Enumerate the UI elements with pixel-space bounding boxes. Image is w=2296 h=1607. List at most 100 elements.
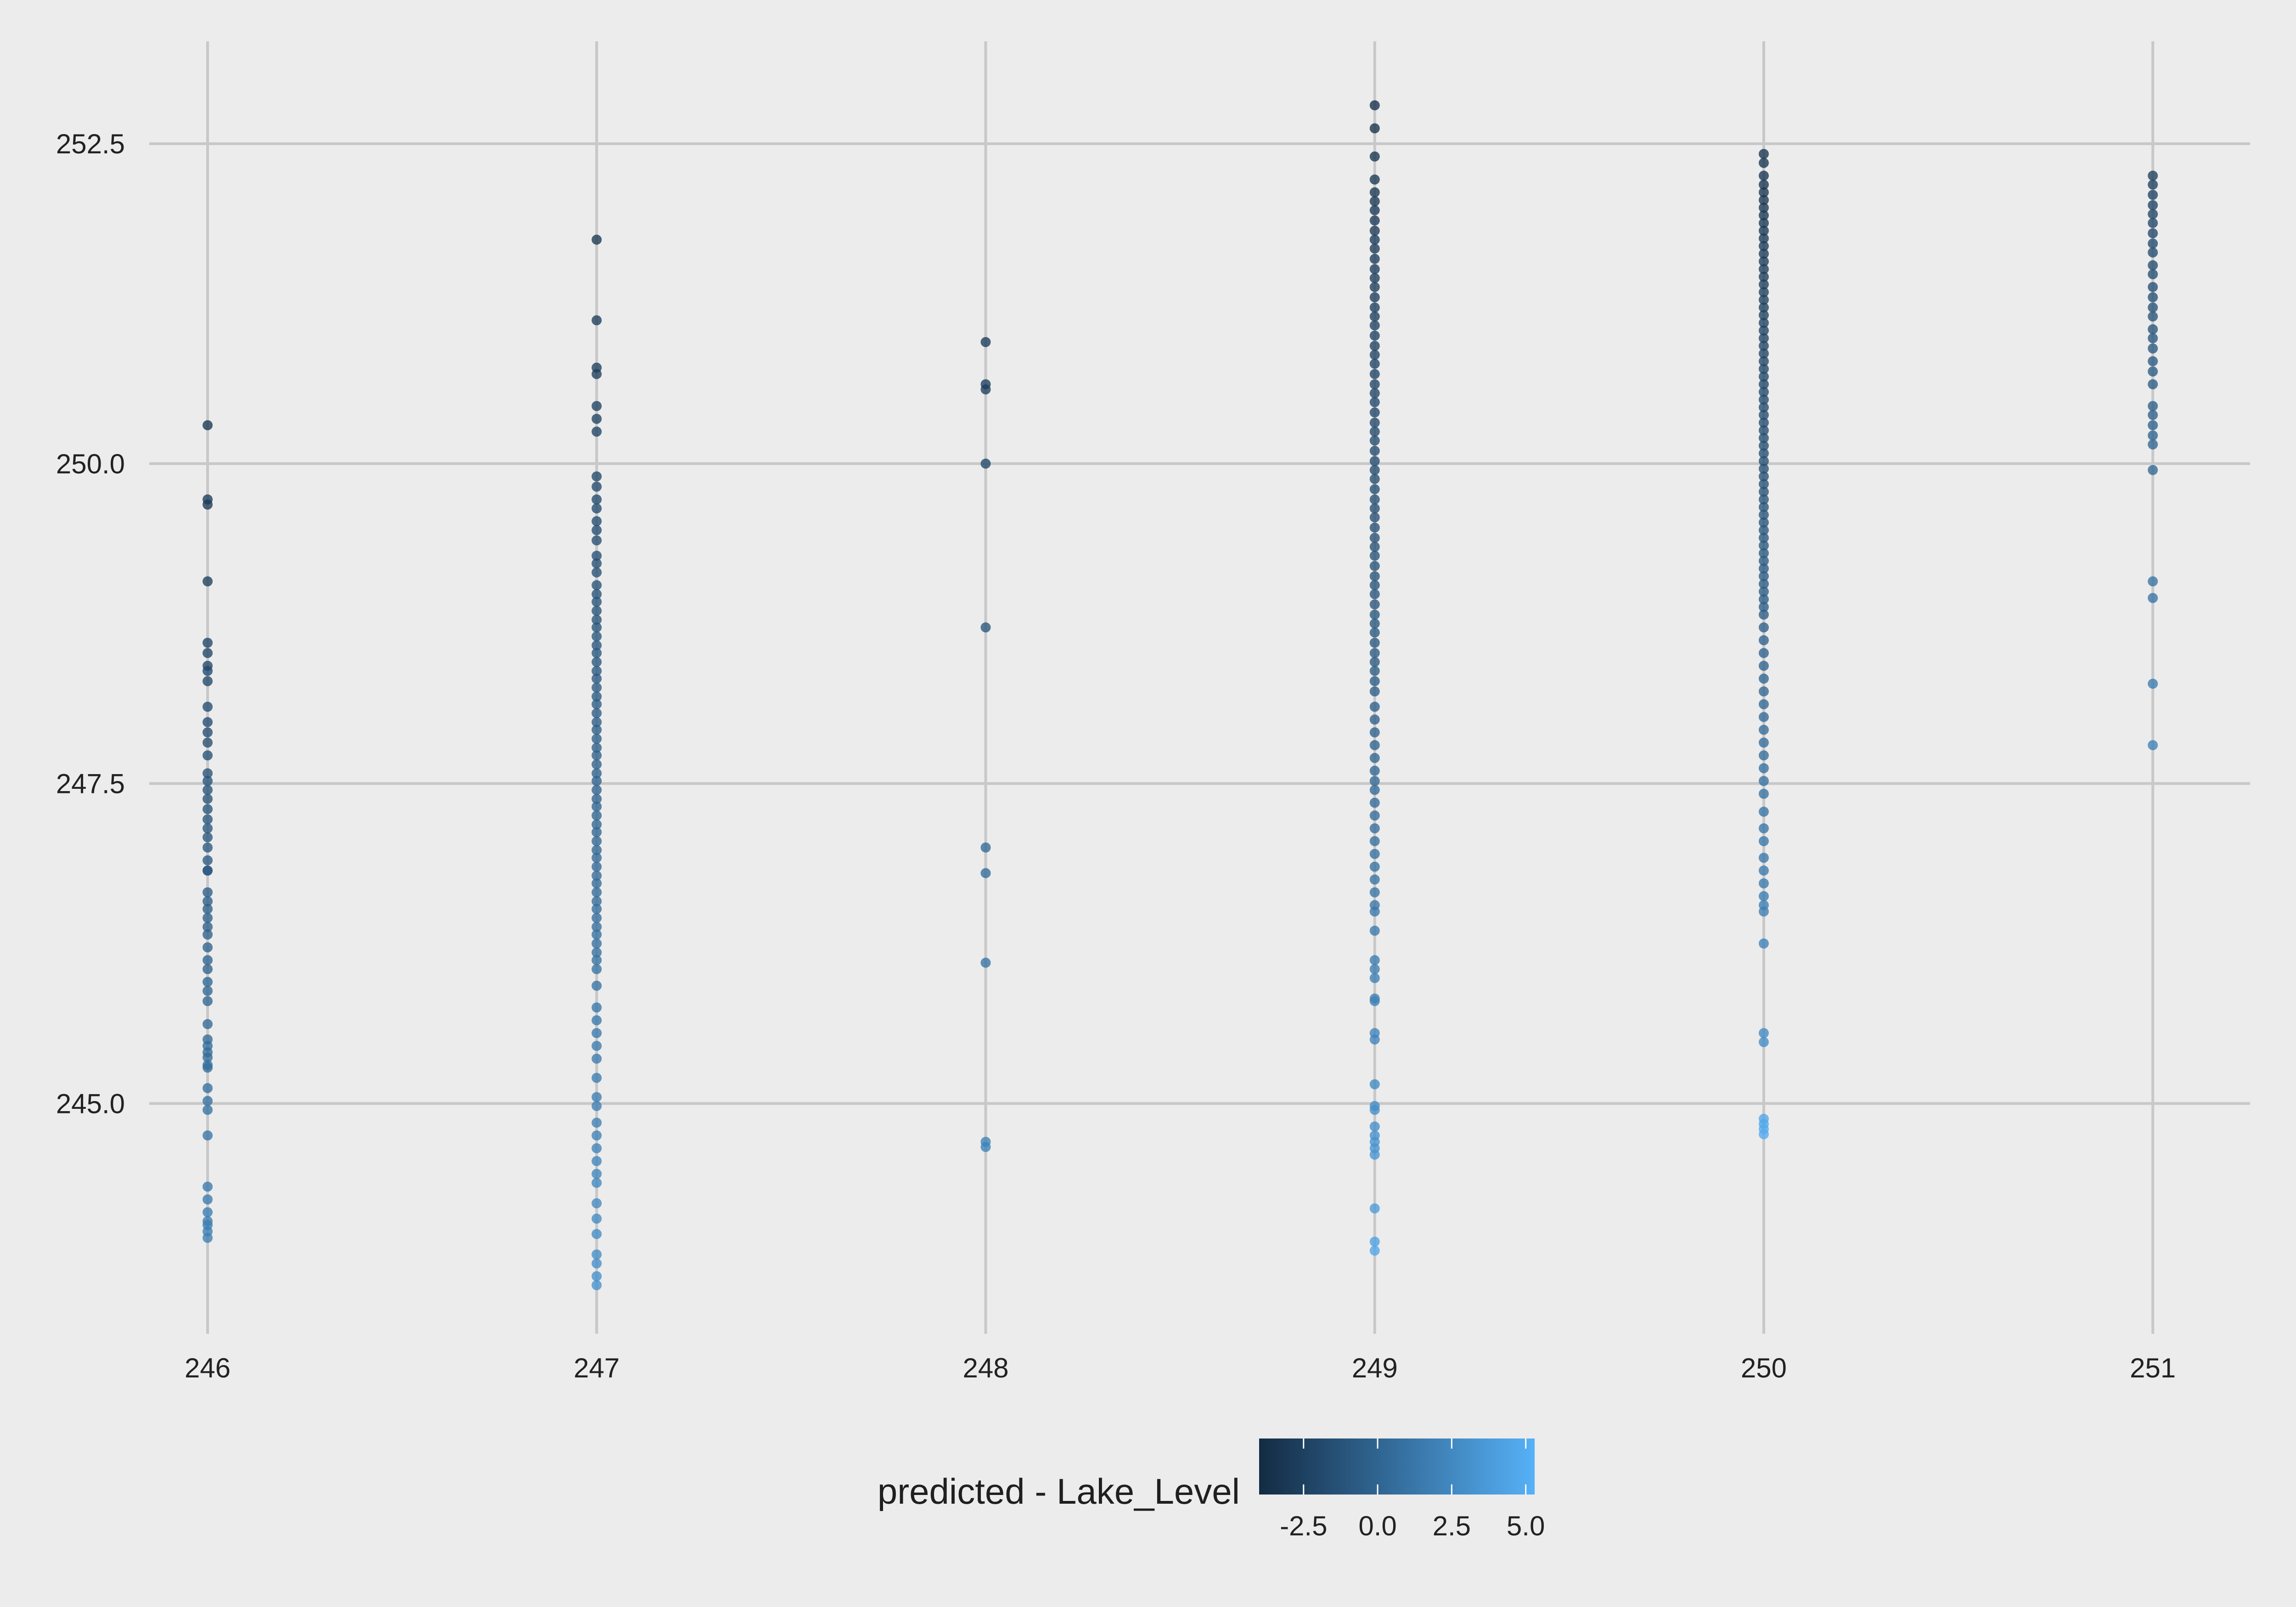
data-point bbox=[1369, 753, 1380, 763]
data-point bbox=[203, 1096, 213, 1106]
data-point bbox=[591, 1040, 602, 1051]
data-point bbox=[1369, 599, 1380, 610]
data-point bbox=[1758, 878, 1769, 888]
data-point bbox=[591, 733, 602, 744]
data-point bbox=[203, 666, 213, 676]
x-tick-label: 250 bbox=[1741, 1353, 1787, 1383]
data-point bbox=[1758, 533, 1769, 543]
data-point bbox=[591, 682, 602, 693]
data-point bbox=[2148, 209, 2158, 219]
data-point bbox=[1758, 548, 1769, 558]
data-point bbox=[1369, 187, 1380, 197]
data-point bbox=[1369, 465, 1380, 475]
data-point bbox=[1758, 210, 1769, 221]
data-point bbox=[1369, 571, 1380, 582]
data-point bbox=[1758, 333, 1769, 343]
data-point bbox=[1758, 494, 1769, 505]
data-point bbox=[1758, 594, 1769, 605]
data-point bbox=[1369, 388, 1380, 399]
data-point bbox=[2148, 292, 2158, 303]
data-point bbox=[203, 785, 213, 795]
data-point bbox=[1758, 487, 1769, 497]
data-point bbox=[1369, 320, 1380, 331]
data-point bbox=[2148, 679, 2158, 689]
legend-ticks: -2.5 0.0 2.5 5.0 bbox=[1280, 1438, 1545, 1541]
data-point bbox=[2148, 439, 2158, 450]
data-point bbox=[591, 622, 602, 633]
data-point bbox=[1758, 699, 1769, 709]
data-point bbox=[980, 957, 991, 968]
data-point bbox=[591, 845, 602, 855]
data-point bbox=[591, 1101, 602, 1111]
data-point bbox=[1758, 556, 1769, 566]
data-point bbox=[980, 458, 991, 469]
data-point bbox=[1369, 235, 1380, 245]
data-point bbox=[591, 964, 602, 974]
data-point bbox=[591, 742, 602, 753]
data-point bbox=[1758, 310, 1769, 320]
data-point bbox=[591, 691, 602, 702]
data-point bbox=[2148, 401, 2158, 411]
data-point bbox=[591, 558, 602, 569]
data-point bbox=[591, 1229, 602, 1239]
data-point bbox=[203, 986, 213, 996]
data-point bbox=[591, 315, 602, 326]
data-point bbox=[591, 427, 602, 437]
data-point bbox=[591, 648, 602, 658]
data-point bbox=[591, 793, 602, 804]
data-point bbox=[591, 1198, 602, 1208]
data-point bbox=[1758, 149, 1769, 159]
data-point bbox=[591, 481, 602, 492]
data-point bbox=[591, 861, 602, 872]
data-point bbox=[591, 1028, 602, 1039]
data-point bbox=[2148, 333, 2158, 343]
data-point bbox=[1369, 243, 1380, 254]
data-point bbox=[203, 942, 213, 953]
data-point bbox=[203, 996, 213, 1006]
x-axis-tick-labels: 246 247 248 249 250 251 bbox=[185, 1353, 2176, 1383]
data-point bbox=[1758, 836, 1769, 846]
data-point bbox=[203, 929, 213, 940]
data-points bbox=[203, 100, 2158, 1291]
data-point bbox=[1758, 865, 1769, 876]
data-point bbox=[203, 676, 213, 686]
data-point bbox=[1369, 906, 1380, 917]
data-point bbox=[1758, 295, 1769, 305]
data-point bbox=[591, 929, 602, 940]
data-point bbox=[2148, 465, 2158, 475]
data-point bbox=[1369, 456, 1380, 466]
data-point bbox=[1758, 379, 1769, 389]
data-point bbox=[1369, 541, 1380, 552]
data-point bbox=[1758, 725, 1769, 735]
data-point bbox=[1758, 586, 1769, 597]
data-point bbox=[1369, 1203, 1380, 1214]
color-legend: predicted - Lake_Level -2.5 0.0 2.5 5.0 bbox=[878, 1438, 1545, 1541]
data-point bbox=[591, 1002, 602, 1013]
data-point bbox=[1369, 861, 1380, 872]
data-point bbox=[203, 768, 213, 779]
data-point bbox=[1758, 364, 1769, 374]
y-axis-tick-labels: 245.0 247.5 250.0 252.5 bbox=[56, 129, 125, 1119]
data-point bbox=[203, 1019, 213, 1029]
data-point bbox=[203, 775, 213, 786]
data-point bbox=[1758, 279, 1769, 290]
data-point bbox=[591, 819, 602, 830]
data-point bbox=[591, 1214, 602, 1224]
data-point bbox=[980, 842, 991, 853]
data-point bbox=[2148, 593, 2158, 603]
data-point bbox=[1369, 589, 1380, 600]
data-point bbox=[591, 666, 602, 676]
data-point bbox=[203, 420, 213, 431]
data-point bbox=[591, 1053, 602, 1064]
data-point bbox=[1758, 471, 1769, 482]
data-point bbox=[1369, 955, 1380, 966]
data-point bbox=[591, 414, 602, 424]
data-point bbox=[1758, 510, 1769, 520]
data-point bbox=[1369, 379, 1380, 389]
data-point bbox=[591, 401, 602, 411]
data-point bbox=[203, 913, 213, 923]
data-point bbox=[1369, 727, 1380, 738]
data-point bbox=[1758, 1129, 1769, 1140]
data-point bbox=[1758, 479, 1769, 489]
